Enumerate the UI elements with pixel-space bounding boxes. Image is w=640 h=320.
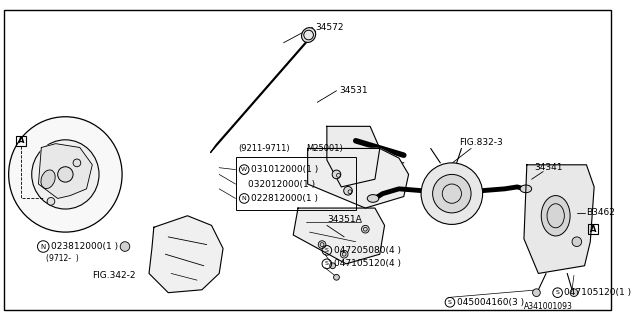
Circle shape	[333, 275, 339, 280]
Ellipse shape	[9, 117, 122, 232]
Text: 34531: 34531	[339, 86, 368, 95]
Text: A: A	[590, 225, 596, 234]
Polygon shape	[524, 165, 594, 274]
Circle shape	[47, 197, 55, 205]
Circle shape	[318, 241, 326, 248]
Ellipse shape	[301, 28, 316, 43]
Text: 047105120(4 ): 047105120(4 )	[333, 259, 401, 268]
Ellipse shape	[367, 195, 379, 202]
Bar	[236, 157, 356, 210]
Text: FIG.832-3: FIG.832-3	[460, 138, 503, 147]
Circle shape	[58, 167, 73, 182]
Text: (9712-  ): (9712- )	[46, 253, 79, 263]
Text: B3462: B3462	[586, 208, 615, 217]
Ellipse shape	[41, 170, 55, 188]
Text: S: S	[448, 300, 452, 305]
Circle shape	[73, 159, 81, 167]
Text: 34572: 34572	[316, 23, 344, 32]
Polygon shape	[38, 144, 92, 198]
Ellipse shape	[520, 185, 532, 193]
Text: 022812000(1 ): 022812000(1 )	[251, 194, 318, 203]
Text: 045004160(3 ): 045004160(3 )	[457, 298, 524, 307]
Text: S: S	[556, 290, 559, 295]
Circle shape	[120, 242, 130, 251]
Text: A341001093: A341001093	[524, 302, 573, 311]
Polygon shape	[327, 126, 380, 187]
Circle shape	[344, 187, 353, 195]
Circle shape	[572, 237, 582, 246]
Text: FIG.342-2: FIG.342-2	[92, 271, 135, 280]
Text: A: A	[18, 136, 24, 145]
Circle shape	[421, 163, 483, 224]
Text: (9211-9711): (9211-9711)	[239, 144, 290, 153]
Text: 031012000(1 ): 031012000(1 )	[251, 165, 318, 174]
Text: S: S	[325, 248, 329, 253]
Circle shape	[433, 174, 471, 213]
Polygon shape	[211, 31, 316, 152]
Text: 032012000(1 ): 032012000(1 )	[248, 180, 315, 188]
Circle shape	[330, 263, 335, 268]
Ellipse shape	[32, 140, 99, 209]
Text: 34341: 34341	[534, 163, 563, 172]
Polygon shape	[293, 208, 385, 264]
Ellipse shape	[541, 196, 570, 236]
Circle shape	[362, 225, 369, 233]
Text: M25001): M25001)	[306, 144, 342, 153]
Polygon shape	[308, 148, 408, 208]
Text: W: W	[241, 167, 247, 172]
Text: S: S	[325, 261, 329, 266]
Text: N: N	[242, 196, 246, 201]
Circle shape	[332, 170, 341, 179]
Text: 047105120(1 ): 047105120(1 )	[564, 288, 632, 297]
Circle shape	[340, 250, 348, 258]
Text: 34351A: 34351A	[327, 215, 362, 224]
Text: N: N	[40, 244, 46, 250]
Polygon shape	[149, 216, 223, 293]
Text: 047205080(4 ): 047205080(4 )	[333, 246, 401, 255]
Circle shape	[532, 289, 540, 297]
Circle shape	[570, 289, 578, 297]
Text: 023812000(1 ): 023812000(1 )	[51, 242, 118, 251]
